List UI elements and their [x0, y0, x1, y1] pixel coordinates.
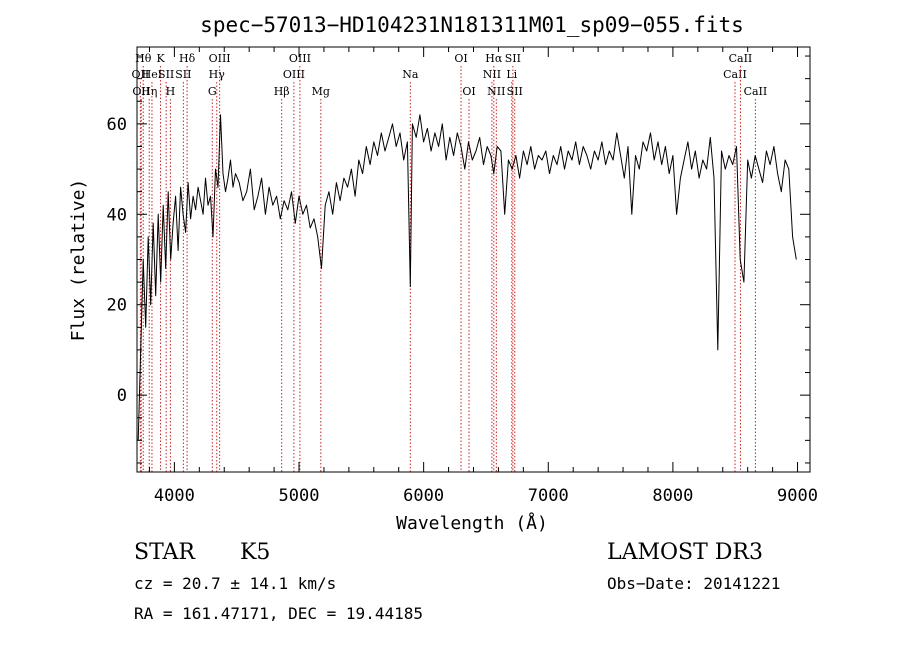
- marker-label: Hη: [141, 85, 157, 98]
- marker-label: H: [166, 85, 176, 98]
- x-tick-label: 6000: [403, 486, 444, 506]
- x-tick-label: 5000: [279, 486, 320, 506]
- marker-label: Hδ: [179, 52, 196, 65]
- marker-label: NII: [487, 85, 505, 98]
- marker-label: CaII: [723, 68, 747, 81]
- marker-label: NII: [483, 68, 501, 81]
- marker-label: OI: [462, 85, 475, 98]
- object-class: STAR: [134, 540, 195, 565]
- x-tick-label: 4000: [154, 486, 195, 506]
- marker-label: OII: [132, 68, 150, 81]
- marker-label: HeI: [142, 68, 162, 81]
- marker-label: CaII: [744, 85, 768, 98]
- marker-label: Li: [506, 68, 517, 81]
- y-axis-label: Flux (relative): [68, 179, 89, 342]
- marker-label: Na: [402, 68, 419, 81]
- flux-series: [137, 114, 797, 441]
- marker-label: OIII: [209, 52, 231, 65]
- marker-label: CaII: [729, 52, 753, 65]
- x-axis: 4000 5000 6000 7000 8000 9000: [148, 47, 818, 506]
- series-line-flux: [137, 114, 797, 441]
- y-tick-label: 0: [117, 386, 127, 406]
- y-tick-label: 60: [107, 115, 127, 135]
- y-axis: 0 20 40 60: [107, 55, 810, 464]
- marker-label: Hθ: [135, 52, 152, 65]
- x-axis-label: Wavelength (Å): [396, 512, 548, 534]
- y-tick-label: 40: [107, 205, 127, 225]
- marker-label: SII: [158, 68, 174, 81]
- marker-label: Hγ: [209, 68, 226, 81]
- plot-frame: [136, 46, 811, 473]
- marker-label: K: [156, 52, 165, 65]
- marker-label: G: [208, 85, 217, 98]
- x-tick-label: 9000: [777, 486, 818, 506]
- redshift-readout: cz = 20.7 ± 14.1 km/s: [134, 574, 337, 593]
- marker-label: OIII: [289, 52, 311, 65]
- marker-label: Hβ: [274, 85, 290, 98]
- obs-date: Obs−Date: 20141221: [607, 574, 781, 593]
- marker-label: Mg: [312, 85, 330, 98]
- x-tick-label: 8000: [652, 486, 693, 506]
- chart-title: spec−57013−HD104231N181311M01_sp09−055.f…: [200, 13, 744, 37]
- marker-label: SII: [505, 52, 521, 65]
- marker-label: SII: [507, 85, 523, 98]
- subclass: K5: [240, 540, 271, 565]
- marker-label: Hα: [485, 52, 503, 65]
- coordinates: RA = 161.47171, DEC = 19.44185: [134, 604, 423, 623]
- survey-name: LAMOST DR3: [607, 540, 763, 565]
- line-markers: OIIOIIHθHηHeIKSIIHSIIHδGHγOIIIHβOIIIOIII…: [132, 52, 768, 472]
- x-tick-label: 7000: [528, 486, 569, 506]
- y-tick-label: 20: [107, 296, 127, 316]
- marker-label: OI: [454, 52, 467, 65]
- marker-label: OIII: [283, 68, 305, 81]
- marker-label: SII: [175, 68, 191, 81]
